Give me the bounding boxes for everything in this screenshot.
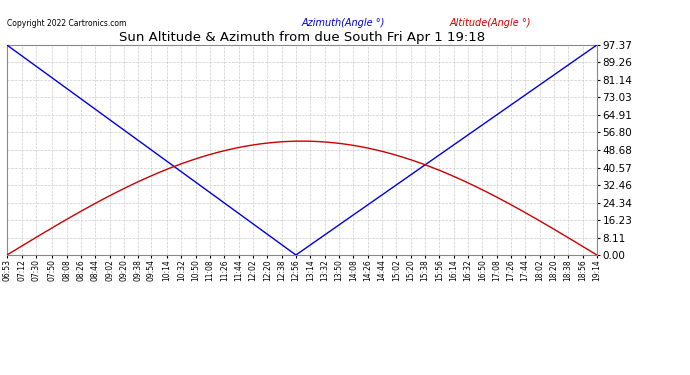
Title: Sun Altitude & Azimuth from due South Fri Apr 1 19:18: Sun Altitude & Azimuth from due South Fr…	[119, 31, 485, 44]
Text: Altitude(Angle °): Altitude(Angle °)	[449, 18, 531, 28]
Text: Copyright 2022 Cartronics.com: Copyright 2022 Cartronics.com	[7, 19, 126, 28]
Text: Azimuth(Angle °): Azimuth(Angle °)	[302, 18, 385, 28]
